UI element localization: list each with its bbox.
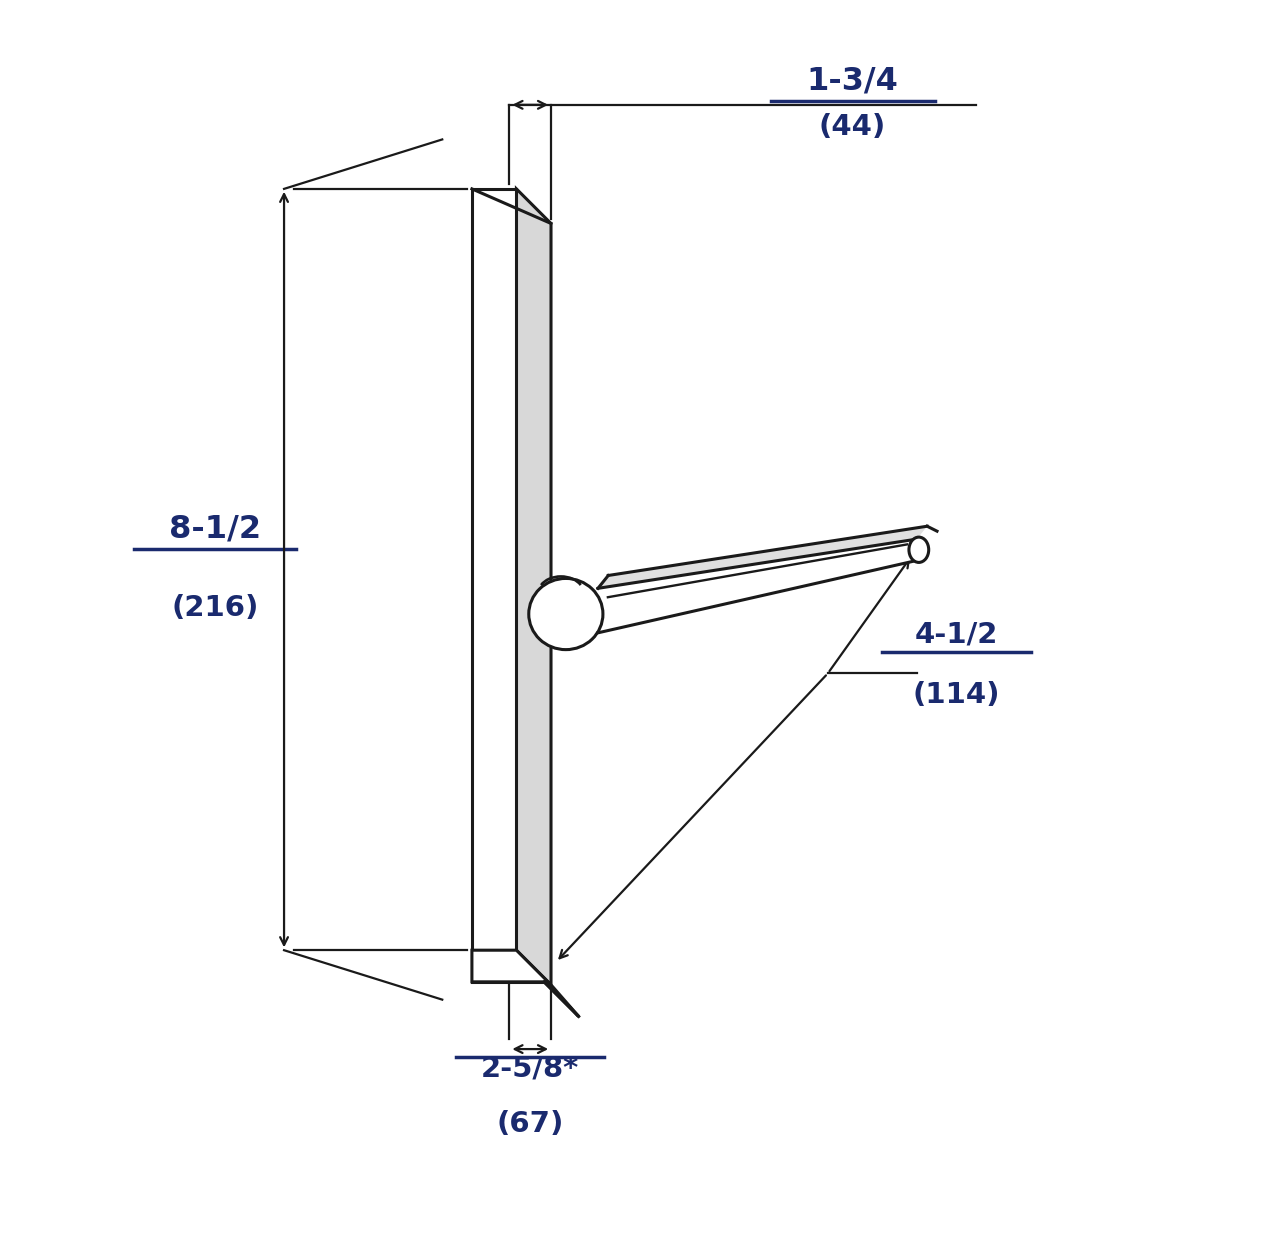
Polygon shape	[598, 526, 927, 589]
Ellipse shape	[909, 537, 929, 563]
Text: 1-3/4: 1-3/4	[806, 65, 899, 97]
Text: 4-1/2: 4-1/2	[915, 621, 998, 649]
Polygon shape	[598, 539, 916, 633]
Ellipse shape	[529, 579, 603, 649]
Text: (67): (67)	[497, 1111, 564, 1139]
Text: (44): (44)	[819, 112, 886, 141]
Polygon shape	[516, 189, 550, 985]
Text: (114): (114)	[913, 681, 1000, 710]
Polygon shape	[472, 189, 516, 950]
Polygon shape	[472, 950, 579, 1017]
Text: 8-1/2: 8-1/2	[169, 513, 261, 545]
Text: 2-5/8*: 2-5/8*	[481, 1054, 580, 1082]
Text: (216): (216)	[172, 595, 259, 622]
